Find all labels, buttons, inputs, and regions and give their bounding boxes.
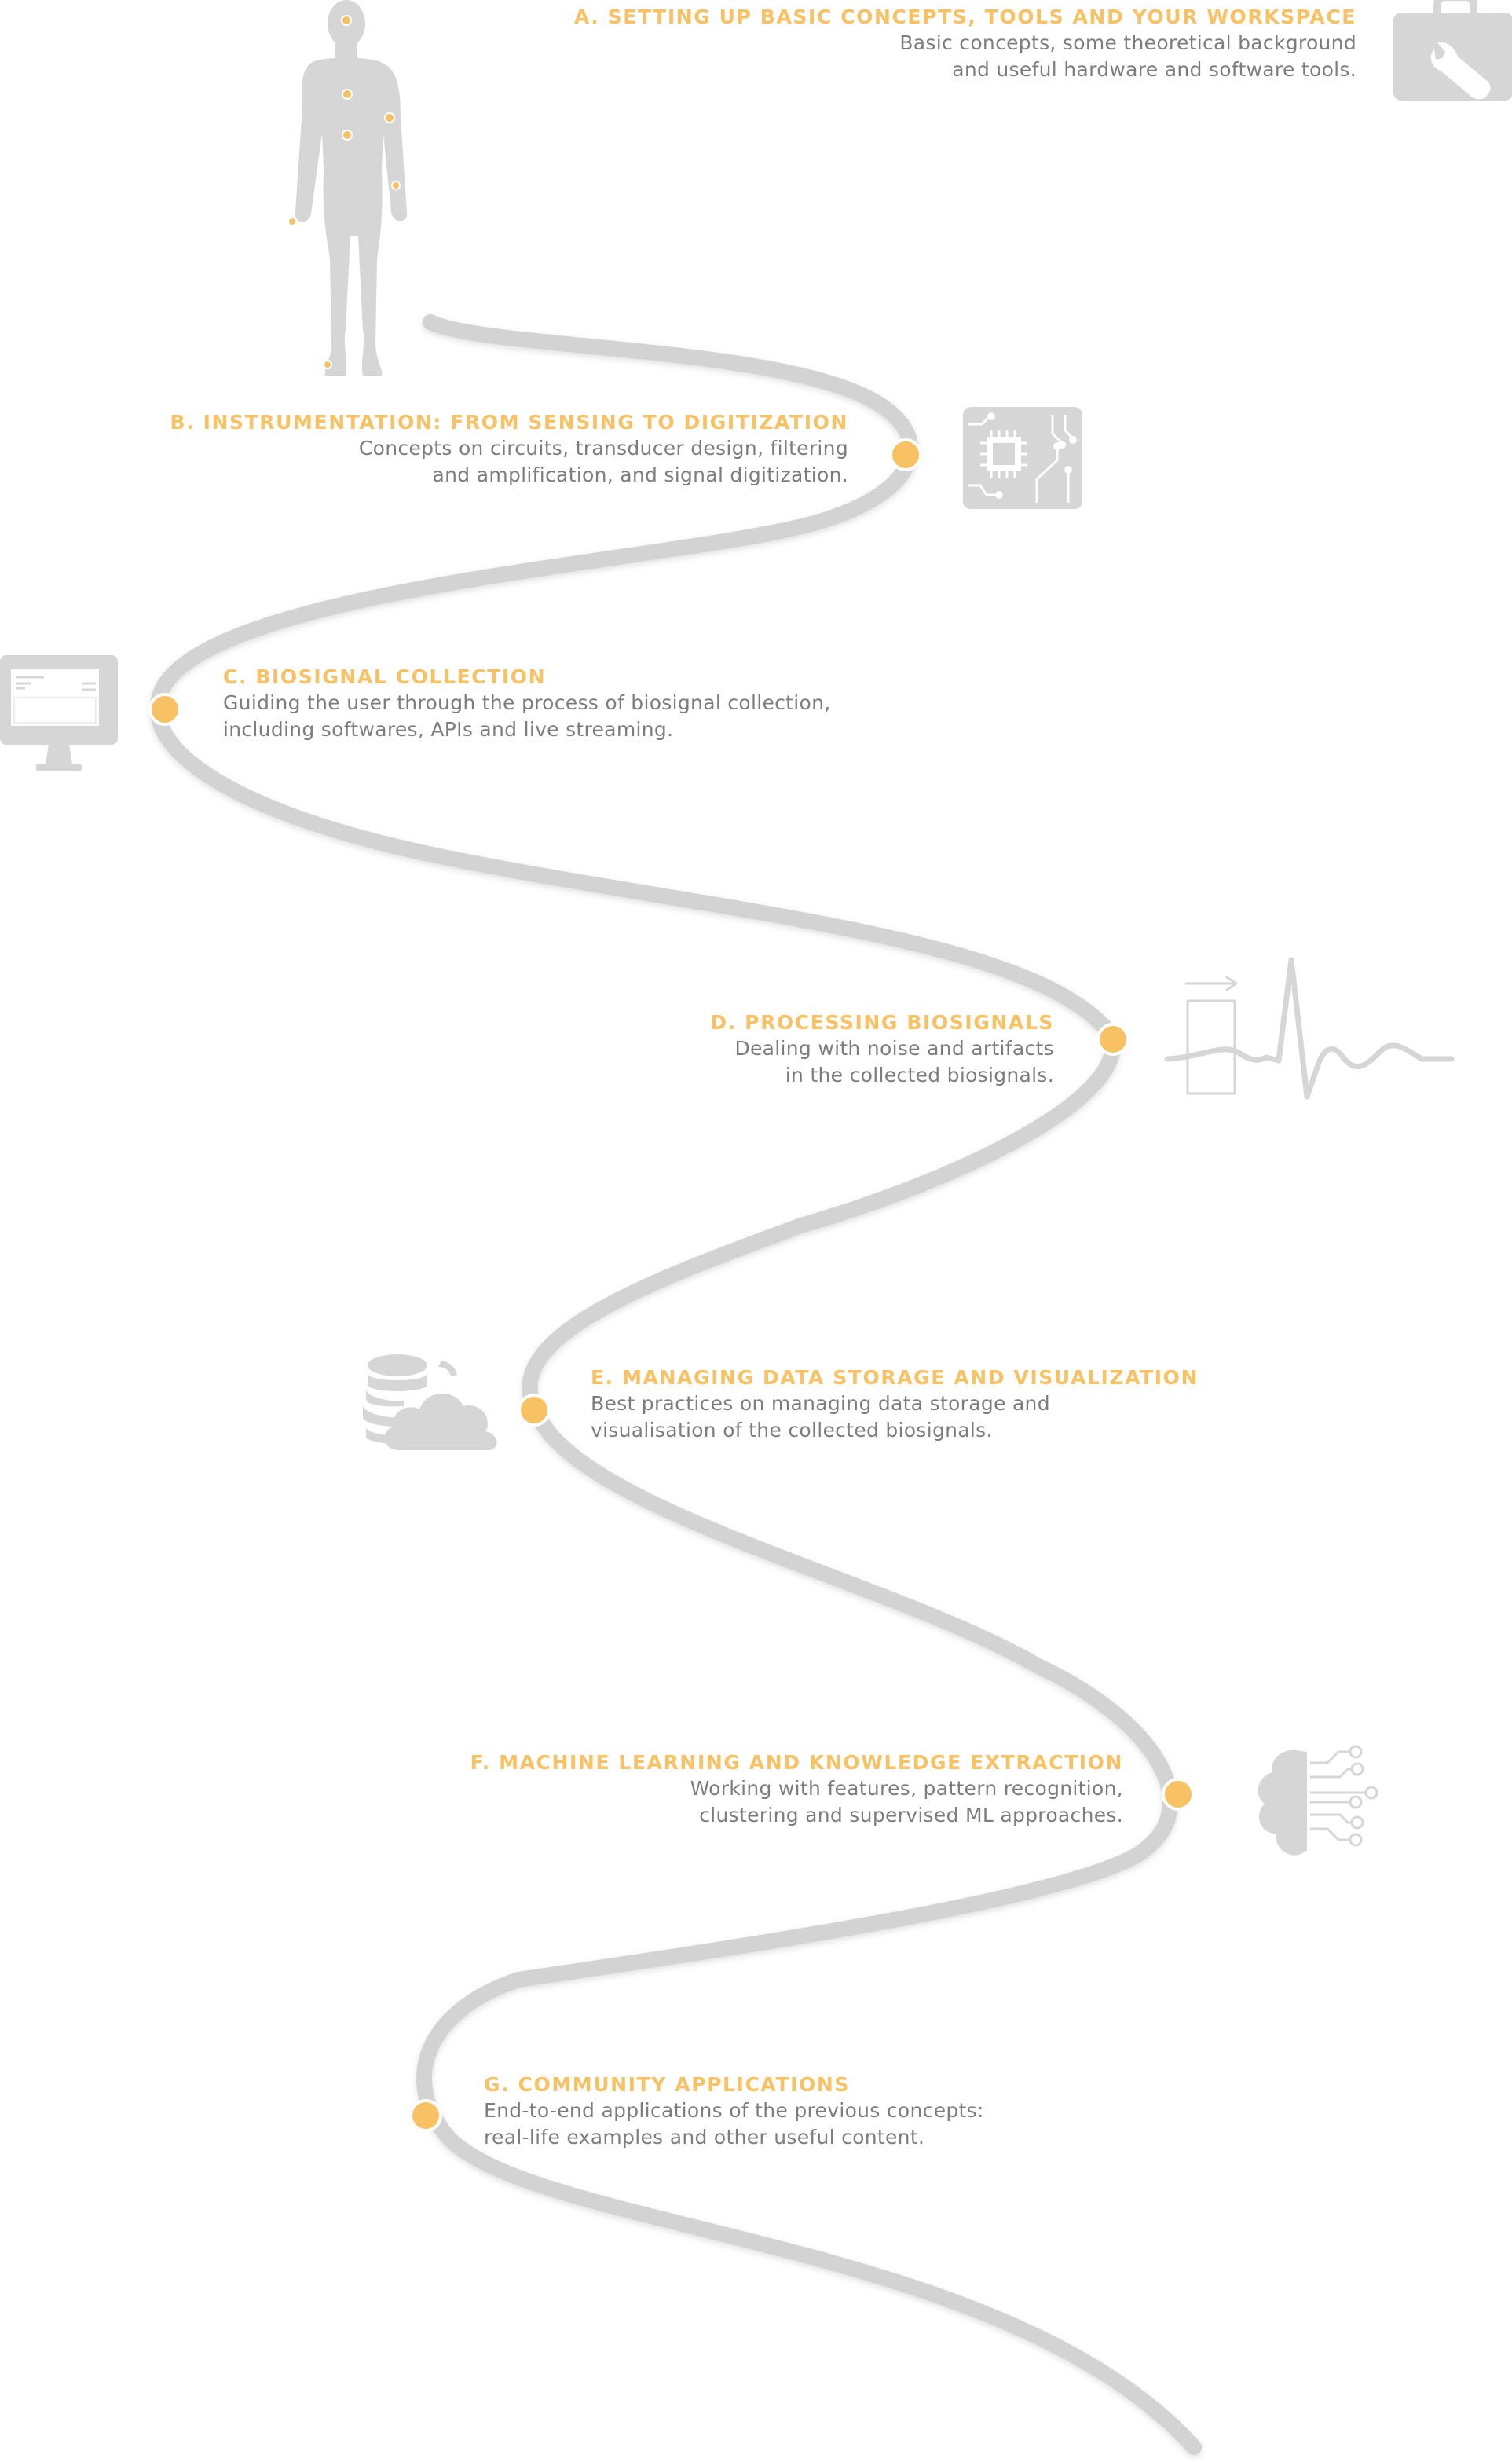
step-a: A. SETTING UP BASIC CONCEPTS, TOOLS AND …	[574, 5, 1356, 83]
step-a-line-1: Basic concepts, some theoretical backgro…	[899, 31, 1356, 54]
milestone-dot-b	[889, 438, 922, 471]
ecg-waveform-icon	[1164, 957, 1455, 1100]
step-g-line-2: real-life examples and other useful cont…	[484, 2126, 925, 2149]
step-f: F. MACHINE LEARNING AND KNOWLEDGE EXTRAC…	[470, 1750, 1123, 1829]
milestone-dot-d	[1096, 1023, 1129, 1056]
milestone-dot-c	[148, 693, 181, 726]
step-d: D. PROCESSING BIOSIGNALS Dealing with no…	[710, 1010, 1054, 1089]
step-e-line-1: Best practices on managing data storage …	[591, 1392, 1050, 1415]
step-b-line-2: and amplification, and signal digitizati…	[432, 463, 848, 486]
step-d-line-2: in the collected biosignals.	[785, 1064, 1054, 1086]
step-c-line-2: including softwares, APIs and live strea…	[223, 718, 674, 741]
step-f-line-1: Working with features, pattern recogniti…	[690, 1777, 1123, 1800]
step-e: E. MANAGING DATA STORAGE AND VISUALIZATI…	[591, 1365, 1199, 1444]
step-f-title: F. MACHINE LEARNING AND KNOWLEDGE EXTRAC…	[470, 1751, 1123, 1774]
database-cloud-icon	[363, 1354, 497, 1450]
microchip-icon	[963, 407, 1082, 509]
step-c-line-1: Guiding the user through the process of …	[223, 691, 831, 714]
sensor-dots	[287, 15, 401, 369]
step-f-line-2: clustering and supervised ML approaches.	[699, 1804, 1123, 1826]
toolbox-wrench-icon	[1393, 0, 1512, 101]
step-g-title: G. COMMUNITY APPLICATIONS	[484, 2073, 850, 2096]
step-b-title: B. INSTRUMENTATION: FROM SENSING TO DIGI…	[170, 411, 848, 434]
step-c: C. BIOSIGNAL COLLECTION Guiding the user…	[223, 665, 831, 743]
step-b: B. INSTRUMENTATION: FROM SENSING TO DIGI…	[170, 410, 848, 489]
step-g: G. COMMUNITY APPLICATIONS End-to-end app…	[484, 2072, 984, 2151]
computer-monitor-icon	[0, 655, 118, 771]
step-d-title: D. PROCESSING BIOSIGNALS	[710, 1011, 1054, 1034]
step-e-title: E. MANAGING DATA STORAGE AND VISUALIZATI…	[591, 1366, 1199, 1389]
milestone-dot-f	[1162, 1778, 1195, 1811]
roadmap-path	[149, 314, 1202, 2455]
human-body-icon	[295, 0, 408, 376]
step-a-line-2: and useful hardware and software tools.	[952, 58, 1356, 81]
milestone-dot-g	[409, 2099, 442, 2132]
step-a-title: A. SETTING UP BASIC CONCEPTS, TOOLS AND …	[573, 5, 1356, 28]
step-c-title: C. BIOSIGNAL COLLECTION	[223, 665, 547, 688]
step-e-line-2: visualisation of the collected biosignal…	[591, 1419, 993, 1442]
brain-circuit-icon	[1258, 1745, 1378, 1856]
milestone-dot-e	[518, 1394, 551, 1427]
step-g-line-1: End-to-end applications of the previous …	[484, 2099, 984, 2122]
step-b-line-1: Concepts on circuits, transducer design,…	[358, 437, 848, 460]
step-d-line-1: Dealing with noise and artifacts	[734, 1037, 1054, 1060]
